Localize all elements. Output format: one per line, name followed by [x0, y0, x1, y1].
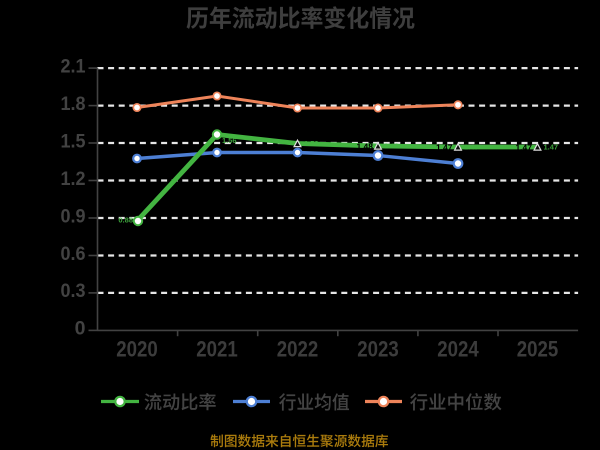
- svg-text:2024: 2024: [437, 337, 479, 362]
- svg-text:2.1: 2.1: [61, 55, 86, 77]
- svg-text:0.6: 0.6: [61, 243, 86, 265]
- svg-text:1.47: 1.47: [544, 143, 559, 152]
- svg-text:2022: 2022: [277, 337, 319, 362]
- svg-text:0.3: 0.3: [61, 280, 86, 302]
- svg-text:1.8: 1.8: [61, 93, 86, 115]
- svg-text:0.9: 0.9: [61, 205, 86, 227]
- svg-text:1.56: 1.56: [222, 136, 237, 145]
- svg-text:1.2: 1.2: [61, 168, 86, 190]
- svg-text:1.5: 1.5: [61, 130, 86, 152]
- svg-text:2020: 2020: [116, 337, 158, 362]
- svg-text:0: 0: [75, 318, 86, 340]
- svg-text:1.47: 1.47: [436, 143, 453, 153]
- svg-text:1.48: 1.48: [356, 142, 373, 152]
- svg-text:2023: 2023: [357, 337, 399, 362]
- svg-text:2021: 2021: [196, 337, 238, 362]
- svg-text:1.47: 1.47: [515, 143, 532, 153]
- svg-text:2025: 2025: [517, 337, 559, 362]
- svg-text:0.88: 0.88: [118, 216, 133, 225]
